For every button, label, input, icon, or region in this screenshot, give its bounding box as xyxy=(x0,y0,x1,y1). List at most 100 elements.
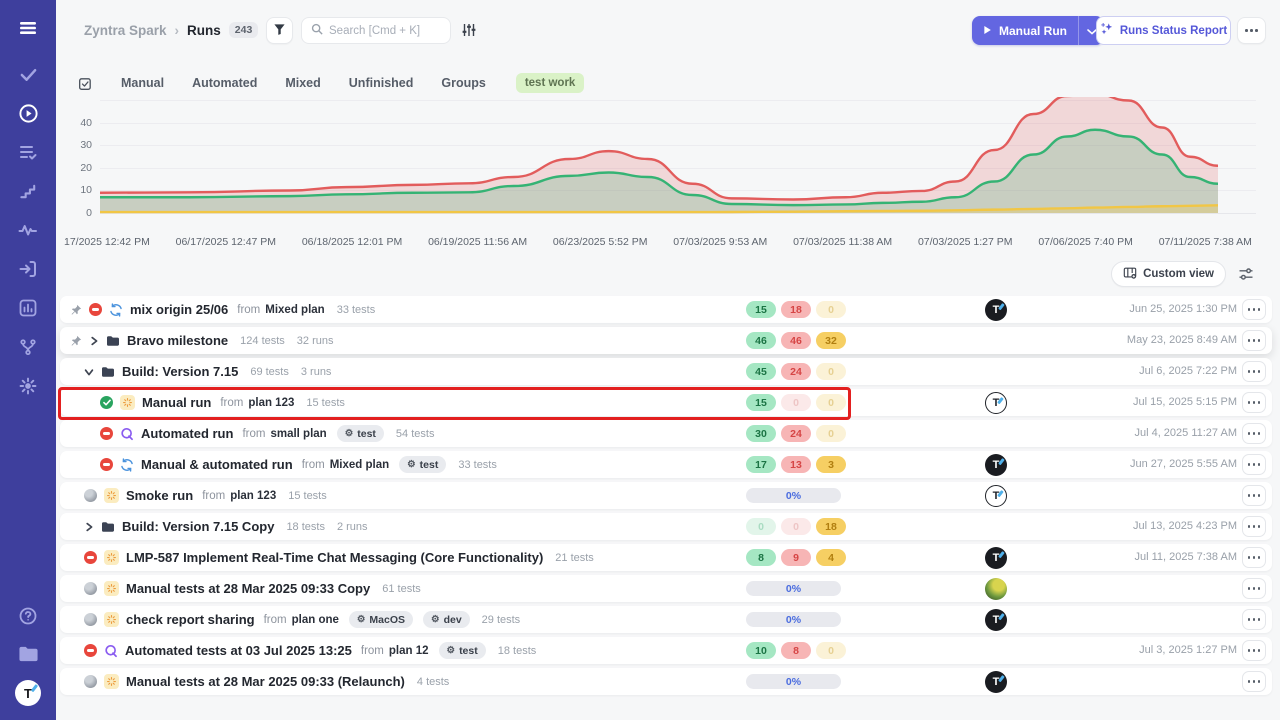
tab-manual[interactable]: Manual xyxy=(121,76,165,90)
tests-count: 61 tests xyxy=(382,582,421,595)
run-row[interactable]: Manual run from plan 123 15 tests 15 0 0 T Jul 1… xyxy=(60,389,1272,416)
run-row[interactable]: Manual tests at 28 Mar 2025 09:33 Copy 61… xyxy=(60,575,1272,602)
settings-gear-icon[interactable] xyxy=(16,374,40,398)
row-more-button[interactable] xyxy=(1242,299,1266,320)
plan-name[interactable]: small plan xyxy=(270,427,327,440)
menu-icon[interactable] xyxy=(16,16,40,40)
plan-name[interactable]: plan 123 xyxy=(230,489,277,502)
plan-name[interactable]: Mixed plan xyxy=(329,458,390,471)
custom-view-button[interactable]: Custom view xyxy=(1111,261,1226,287)
gear-icon: ⚙ xyxy=(356,613,366,625)
view-settings-icon[interactable] xyxy=(461,22,477,38)
row-more-button[interactable] xyxy=(1242,485,1266,506)
tab-unfinished[interactable]: Unfinished xyxy=(348,76,414,90)
row-more-button[interactable] xyxy=(1242,578,1266,599)
run-row[interactable]: LMP-587 Implement Real-Time Chat Messagi… xyxy=(60,544,1272,571)
ellipsis-icon xyxy=(1250,29,1253,32)
reports-icon[interactable] xyxy=(16,296,40,320)
run-row[interactable]: Manual tests at 28 Mar 2025 09:33 (Relau… xyxy=(60,668,1272,695)
run-title[interactable]: Smoke run xyxy=(126,488,194,503)
run-title[interactable]: LMP-587 Implement Real-Time Chat Messagi… xyxy=(126,550,544,565)
row-more-button[interactable] xyxy=(1242,671,1266,692)
manual-run-dropdown-button[interactable] xyxy=(1078,16,1104,45)
count-badge-failed: 0 xyxy=(781,394,811,411)
help-icon[interactable] xyxy=(16,604,40,628)
ellipsis-icon xyxy=(1252,432,1256,435)
assignee-avatar: T xyxy=(985,298,1007,321)
steps-icon[interactable] xyxy=(16,179,40,203)
plan-name[interactable]: plan 12 xyxy=(388,644,429,657)
run-title[interactable]: Automated run xyxy=(141,426,234,441)
run-row[interactable]: Automated tests at 03 Jul 2025 13:25 from… xyxy=(60,637,1272,664)
run-title[interactable]: Build: Version 7.15 Copy xyxy=(122,519,275,534)
row-more-button[interactable] xyxy=(1242,640,1266,661)
runs-count: 32 runs xyxy=(296,334,334,347)
run-title[interactable]: Bravo milestone xyxy=(127,333,229,348)
filter-button[interactable] xyxy=(266,17,293,44)
row-more-button[interactable] xyxy=(1242,547,1266,568)
run-group-row[interactable]: Build: Version 7.15 Copy 18 tests 2 runs 0 0… xyxy=(60,513,1272,540)
expand-chevron-icon[interactable] xyxy=(84,522,94,532)
run-row[interactable]: mix origin 25/06 from Mixed plan 33 tests 15… xyxy=(60,296,1272,323)
tab-groups[interactable]: Groups xyxy=(441,76,486,90)
workflows-icon[interactable] xyxy=(16,335,40,359)
run-title[interactable]: Manual run xyxy=(142,395,212,410)
row-more-button[interactable] xyxy=(1242,392,1266,413)
tab-automated[interactable]: Automated xyxy=(192,76,258,90)
tasks-check-icon[interactable] xyxy=(16,62,40,86)
run-row[interactable]: Smoke run from plan 123 15 tests 0% T xyxy=(60,482,1272,509)
row-more-button[interactable] xyxy=(1242,609,1266,630)
runs-play-icon[interactable] xyxy=(16,101,40,125)
x-axis-tick: 06/23/2025 5:52 PM xyxy=(552,236,648,248)
expand-chevron-icon[interactable] xyxy=(84,367,94,377)
count-badge-untested: 0 xyxy=(816,642,846,659)
ellipsis-icon xyxy=(1252,587,1256,590)
runs-status-report-button[interactable]: Runs Status Report xyxy=(1096,16,1231,45)
run-row[interactable]: Automated run from small plan ⚙ test 54 tests… xyxy=(60,420,1272,447)
test-cases-icon[interactable] xyxy=(16,140,40,164)
tests-count: 18 tests xyxy=(286,520,325,533)
plan-name[interactable]: plan 123 xyxy=(248,396,295,409)
funnel-icon xyxy=(273,23,286,39)
plan-name[interactable]: Mixed plan xyxy=(265,303,325,316)
run-row[interactable]: Manual & automated run from Mixed plan ⚙ tes… xyxy=(60,451,1272,478)
run-title[interactable]: mix origin 25/06 xyxy=(130,302,229,317)
run-title[interactable]: check report sharing xyxy=(126,612,255,627)
ellipsis-icon xyxy=(1252,525,1256,528)
list-settings-icon[interactable] xyxy=(1238,266,1254,282)
row-more-button[interactable] xyxy=(1242,361,1266,382)
imports-icon[interactable] xyxy=(16,257,40,281)
run-title[interactable]: Manual tests at 28 Mar 2025 09:33 Copy xyxy=(126,581,371,596)
run-group-row[interactable]: Bravo milestone 124 tests 32 runs 46 46 32 May… xyxy=(60,327,1272,354)
plan-name[interactable]: plan one xyxy=(291,613,339,626)
count-badge-untested: 0 xyxy=(816,363,846,380)
run-row[interactable]: check report sharing from plan one ⚙ MacOS ⚙ d… xyxy=(60,606,1272,633)
header-more-button[interactable] xyxy=(1237,17,1266,44)
projects-folder-icon[interactable] xyxy=(16,642,40,666)
run-title[interactable]: Manual & automated run xyxy=(141,457,293,472)
run-title[interactable]: Build: Version 7.15 xyxy=(122,364,239,379)
row-more-button[interactable] xyxy=(1242,454,1266,475)
tab-mixed[interactable]: Mixed xyxy=(285,76,321,90)
user-avatar[interactable]: T xyxy=(15,680,41,706)
expand-chevron-icon[interactable] xyxy=(89,336,99,346)
sparkles-icon xyxy=(1100,22,1114,39)
count-badge-failed: 46 xyxy=(781,332,811,349)
row-more-button[interactable] xyxy=(1242,516,1266,537)
chart-line-failed xyxy=(100,97,1218,201)
row-main: check report sharing from plan one ⚙ MacOS ⚙ d… xyxy=(60,611,520,628)
row-more-button[interactable] xyxy=(1242,330,1266,351)
activity-icon[interactable] xyxy=(16,218,40,242)
status-inprogress-icon xyxy=(84,675,97,688)
result-badges: 30 24 0 xyxy=(746,425,846,442)
manual-run-button[interactable]: Manual Run xyxy=(972,16,1078,45)
run-title[interactable]: Automated tests at 03 Jul 2025 13:25 xyxy=(125,643,352,658)
run-title[interactable]: Manual tests at 28 Mar 2025 09:33 (Relau… xyxy=(126,674,405,689)
run-group-row[interactable]: Build: Version 7.15 69 tests 3 runs 45 24 0 Ju… xyxy=(60,358,1272,385)
test-work-tag[interactable]: test work xyxy=(515,73,585,93)
breadcrumb-project[interactable]: Zyntra Spark xyxy=(84,22,167,38)
row-main: Manual run from plan 123 15 tests xyxy=(60,395,345,410)
search-input[interactable] xyxy=(329,24,439,37)
row-more-button[interactable] xyxy=(1242,423,1266,444)
select-runs-icon[interactable] xyxy=(78,76,93,91)
